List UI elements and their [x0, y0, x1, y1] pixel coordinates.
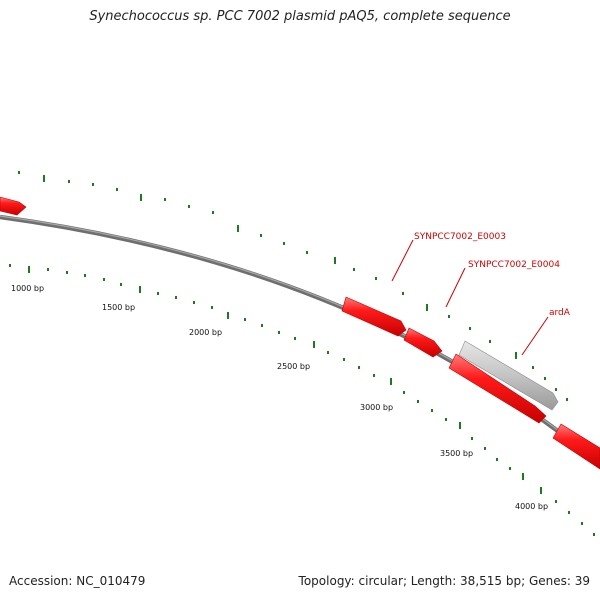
- gene-feature-synpcc7002-e0004[interactable]: [403, 327, 443, 358]
- ruler-label-1000: 1000 bp: [11, 284, 44, 293]
- gene-features: [0, 196, 600, 470]
- gene-feature-lower[interactable]: [448, 353, 547, 424]
- gene-label-arda[interactable]: ardA: [549, 308, 571, 318]
- ruler-label-3500: 3500 bp: [440, 449, 473, 458]
- gene-feature-end[interactable]: [552, 423, 600, 470]
- gene-labels: SYNPCC7002_E0003 SYNPCC7002_E0004 ardA: [414, 232, 571, 318]
- plasmid-backbone-highlight: [0, 215, 600, 465]
- ruler-label-3000: 3000 bp: [360, 403, 393, 412]
- gene-feature-arda: [458, 340, 559, 411]
- ruler-label-2000: 2000 bp: [189, 328, 222, 337]
- ruler-labels: 1000 bp 1500 bp 2000 bp 2500 bp 3000 bp …: [11, 284, 548, 511]
- ruler-label-2500: 2500 bp: [277, 362, 310, 371]
- label-line-synpcc7002-e0003: [391, 239, 414, 282]
- outer-tick-ring: [18, 171, 568, 401]
- summary-text: Topology: circular; Length: 38,515 bp; G…: [298, 574, 590, 588]
- gene-label-synpcc7002-e0004[interactable]: SYNPCC7002_E0004: [468, 260, 560, 270]
- gene-label-lines: [391, 239, 549, 356]
- accession-text: Accession: NC_010479: [9, 574, 146, 588]
- label-line-arda: [521, 316, 549, 356]
- ruler-label-1500: 1500 bp: [102, 303, 135, 312]
- plasmid-backbone: [0, 214, 600, 467]
- map-title: Synechococcus sp. PCC 7002 plasmid pAQ5,…: [89, 9, 511, 24]
- gene-feature-start[interactable]: [0, 196, 27, 216]
- gene-feature-synpcc7002-e0003[interactable]: [341, 296, 407, 337]
- label-line-synpcc7002-e0004: [445, 267, 466, 308]
- inner-tick-ring: [9, 264, 595, 536]
- gene-label-synpcc7002-e0003[interactable]: SYNPCC7002_E0003: [414, 232, 506, 242]
- ruler-label-4000: 4000 bp: [515, 502, 548, 511]
